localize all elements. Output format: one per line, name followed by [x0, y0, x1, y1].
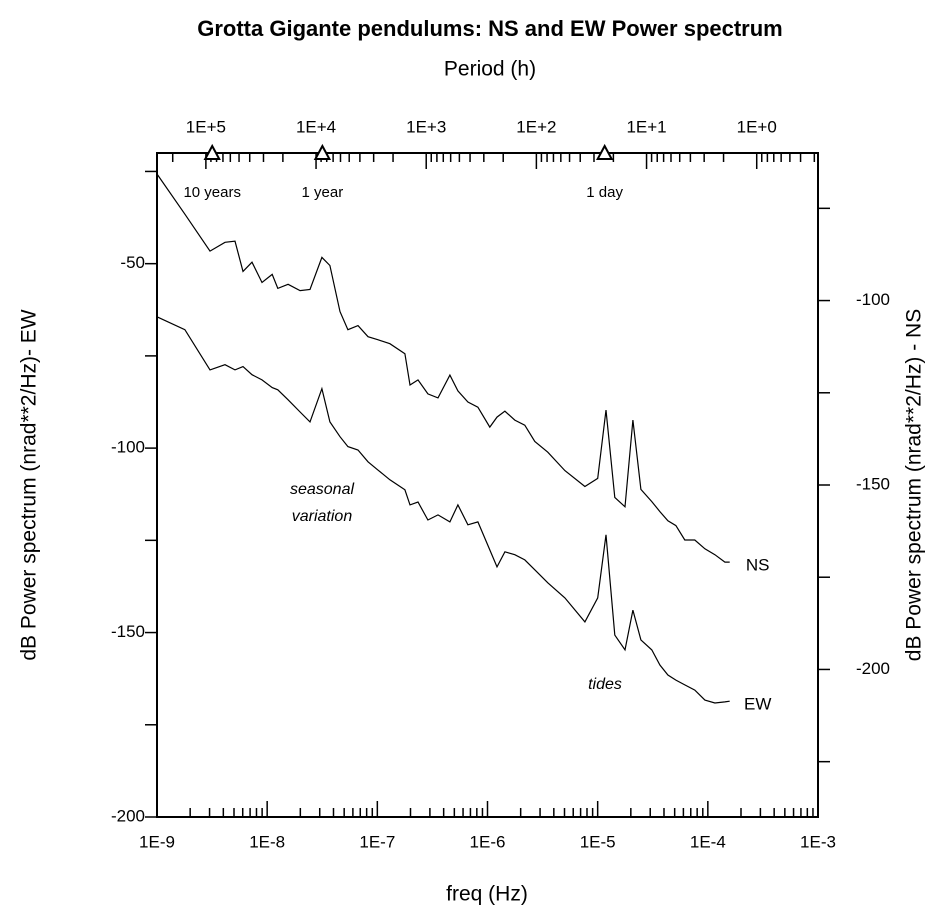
period-marker: [313, 143, 332, 160]
series-label: EW: [744, 695, 771, 714]
x2-tick-label: 1E+5: [186, 117, 226, 136]
series-label: NS: [746, 556, 770, 575]
series-line: [156, 173, 730, 563]
yticks-label: -50: [120, 253, 145, 272]
annotation: seasonal: [290, 481, 354, 498]
x-tick-label: 1E-4: [690, 832, 726, 851]
x2-tick-label: 1E+2: [516, 117, 556, 136]
period-marker-label: 1 day: [586, 184, 623, 201]
yticks-label: -150: [111, 622, 145, 641]
annotation: variation: [292, 508, 353, 525]
x-tick-label: 1E-3: [800, 832, 836, 851]
x2-tick-label: 1E+4: [296, 117, 336, 136]
y2ticks-label: -200: [856, 659, 890, 678]
period-marker: [203, 143, 221, 160]
yticks-label: -100: [111, 438, 145, 457]
chart-title: Grotta Gigante pendulums: NS and EW Powe…: [197, 16, 783, 41]
y-axis-title: dB Power spectrum (nrad**2/Hz)- EW: [18, 309, 41, 660]
x-axis-title: freq (Hz): [446, 883, 528, 906]
x-tick-label: 1E-8: [249, 832, 285, 851]
yticks-label: -200: [111, 806, 145, 825]
x2-tick-label: 1E+0: [737, 117, 777, 136]
y2ticks-label: -100: [856, 290, 890, 309]
x-tick-label: 1E-7: [359, 832, 395, 851]
period-marker-label: 1 year: [302, 184, 344, 201]
y2ticks-label: -150: [856, 474, 890, 493]
x-tick-label: 1E-9: [139, 832, 175, 851]
period-marker: [595, 143, 614, 160]
x-tick-label: 1E-6: [470, 832, 506, 851]
x2-tick-label: 1E+1: [626, 117, 666, 136]
x2-tick-label: 1E+3: [406, 117, 446, 136]
x2-axis-title: Period (h): [444, 58, 536, 81]
y2-axis-title: dB Power spectrum (nrad**2/Hz) - NS: [903, 309, 926, 661]
x-tick-label: 1E-5: [580, 832, 616, 851]
plot-frame: [156, 152, 819, 818]
series-line: [156, 316, 730, 704]
annotation: tides: [588, 676, 622, 693]
period-marker-label: 10 years: [183, 184, 241, 201]
